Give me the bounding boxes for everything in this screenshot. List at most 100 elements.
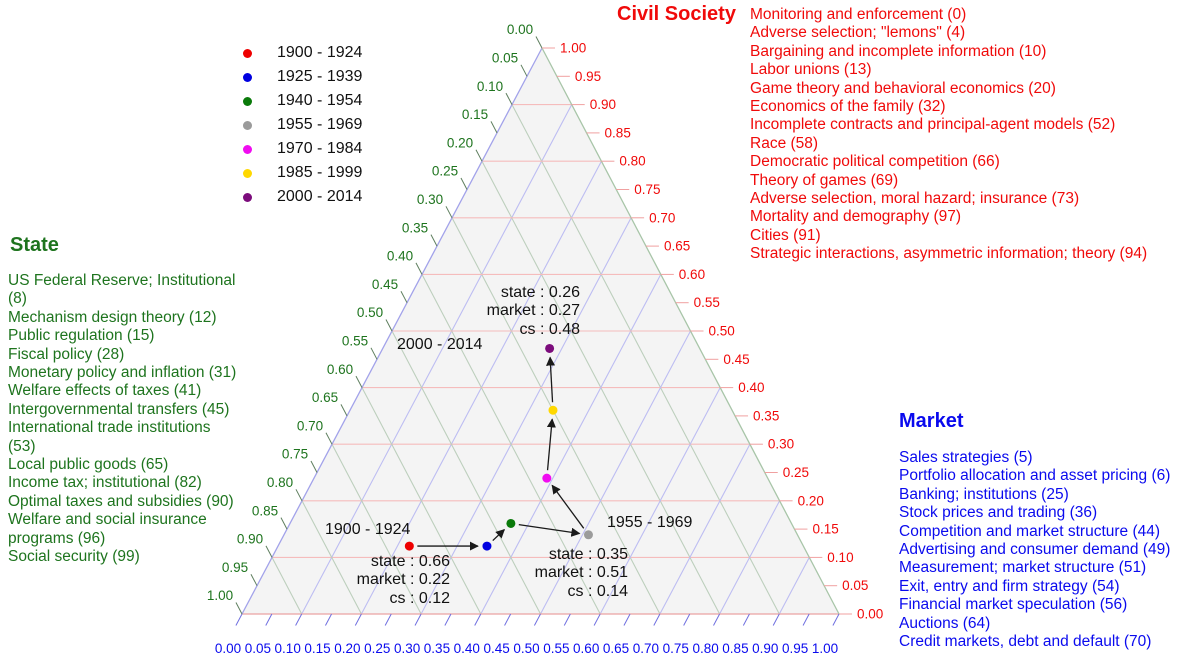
gridline-state xyxy=(451,217,661,615)
tick-label-cs: 0.00 xyxy=(857,607,883,622)
tick-market xyxy=(235,613,243,626)
topic-item: Monetary policy and inflation (31) xyxy=(8,364,237,382)
tick-label-cs: 0.20 xyxy=(798,493,824,508)
topic-item: Incomplete contracts and principal-agent… xyxy=(750,116,1116,134)
trajectory-arrow xyxy=(518,523,581,537)
tick-label-cs: 0.90 xyxy=(590,97,616,112)
tick-label-state: 0.70 xyxy=(297,418,323,433)
tick-state xyxy=(235,602,243,615)
tick-market xyxy=(414,613,422,626)
tick-label-cs: 0.50 xyxy=(709,324,735,339)
tick-label-state: 0.50 xyxy=(357,305,383,320)
tick-market xyxy=(832,613,840,626)
tick-label-market: 0.35 xyxy=(424,641,450,656)
tick-market xyxy=(713,613,721,626)
tick-market xyxy=(653,613,661,626)
stat-line: cs : 0.14 xyxy=(567,582,628,600)
tick-market xyxy=(563,613,571,626)
tick-market xyxy=(623,613,631,626)
tick-label-state: 0.95 xyxy=(222,560,248,575)
tick-label-state: 0.40 xyxy=(387,249,413,264)
tick-market xyxy=(742,613,750,626)
tick-state xyxy=(505,92,513,105)
legend-label: 1985 - 1999 xyxy=(277,164,363,181)
tick-label-cs: 0.40 xyxy=(738,380,764,395)
tick-state xyxy=(280,517,288,530)
legend-item: 1970 - 1984 xyxy=(242,137,362,161)
gridline-market xyxy=(719,500,781,615)
topic-item: Advertising and consumer demand (49) xyxy=(899,541,1171,559)
topic-item: Banking; institutions (25) xyxy=(899,485,1069,503)
tick-market xyxy=(384,613,392,626)
legend-label: 1900 - 1924 xyxy=(277,44,363,61)
civil-society-topic-list: Monitoring and enforcement (0) Adverse se… xyxy=(750,6,1147,264)
legend-dot-icon xyxy=(243,144,252,154)
legend-item: 2000 - 2014 xyxy=(242,185,362,209)
topic-item: Credit markets, debt and default (70) xyxy=(899,633,1152,651)
gridline-state xyxy=(331,443,422,615)
tick-label-market: 0.15 xyxy=(304,641,330,656)
data-point-1900-1924 xyxy=(404,541,414,551)
legend-dot-icon xyxy=(243,192,252,202)
data-point-1985-1999 xyxy=(548,405,558,415)
tick-label-cs: 0.55 xyxy=(694,295,720,310)
stat-line: market : 0.51 xyxy=(534,564,628,582)
tick-market xyxy=(504,613,512,626)
tick-state xyxy=(385,319,393,332)
tick-label-cs: 0.05 xyxy=(842,578,868,593)
annotation-stats-1955-1969: state : 0.35 market : 0.51 cs : 0.14 xyxy=(468,546,628,601)
tick-label-market: 0.85 xyxy=(722,641,748,656)
topic-item: US Federal Reserve; Institutional (8) xyxy=(8,272,236,308)
tick-label-market: 0.60 xyxy=(573,641,599,656)
annotation-period-1955-1969: 1955 - 1969 xyxy=(607,514,693,531)
topic-item: International trade institutions (53) xyxy=(8,419,211,455)
topic-item: Intergovernmental transfers (45) xyxy=(8,400,230,418)
tick-state xyxy=(310,460,318,473)
tick-state xyxy=(340,404,348,417)
tick-label-market: 0.95 xyxy=(782,641,808,656)
tick-label-state: 0.90 xyxy=(237,532,263,547)
tick-label-market: 0.25 xyxy=(364,641,390,656)
legend-item: 1925 - 1939 xyxy=(242,65,362,89)
tick-market xyxy=(683,613,691,626)
stat-line: state : 0.26 xyxy=(500,284,580,301)
topic-item: Strategic interactions, asymmetric infor… xyxy=(750,245,1148,263)
tick-label-market: 0.40 xyxy=(454,641,480,656)
gridline-market xyxy=(778,557,810,615)
stat-line: state : 0.35 xyxy=(548,546,628,563)
topic-item: Optimal taxes and subsidies (90) xyxy=(8,492,234,510)
legend-label: 1955 - 1969 xyxy=(277,116,363,133)
gridline-market xyxy=(420,217,632,615)
tick-label-state: 0.55 xyxy=(342,334,368,349)
stat-line: market : 0.22 xyxy=(356,571,450,589)
legend-dot-icon xyxy=(243,96,252,106)
civil-society-axis-title: Civil Society xyxy=(617,3,736,25)
market-axis-title: Market xyxy=(899,410,964,432)
data-point-2000-2014 xyxy=(545,343,555,353)
tick-label-state: 0.15 xyxy=(462,107,488,122)
gridline-state xyxy=(511,104,780,615)
legend-dot-icon xyxy=(243,48,252,58)
topic-item: Welfare effects of taxes (41) xyxy=(8,382,202,400)
trajectory-arrow xyxy=(546,418,556,471)
topic-item: Fiscal policy (28) xyxy=(8,345,125,363)
tick-label-cs: 1.00 xyxy=(560,41,586,56)
tick-label-market: 0.75 xyxy=(663,641,689,656)
legend-dot-icon xyxy=(243,120,252,130)
tick-state xyxy=(490,121,498,134)
topic-item: Labor unions (13) xyxy=(750,61,872,79)
legend-label: 1940 - 1954 xyxy=(277,92,363,109)
topic-item: Auctions (64) xyxy=(899,614,991,632)
tick-state xyxy=(430,234,438,247)
tick-label-state: 0.10 xyxy=(477,79,503,94)
tick-market xyxy=(772,613,780,626)
annotation-stats-1900-1924: state : 0.66 market : 0.22 cs : 0.12 xyxy=(290,553,450,608)
tick-label-state: 0.05 xyxy=(492,51,518,66)
tick-state xyxy=(325,432,333,445)
topic-item: Portfolio allocation and asset pricing (… xyxy=(899,467,1171,485)
legend-label: 1925 - 1939 xyxy=(277,68,363,85)
stat-line: cs : 0.12 xyxy=(389,589,450,607)
topic-item: Stock prices and trading (36) xyxy=(899,504,1098,522)
tick-state xyxy=(415,262,423,275)
